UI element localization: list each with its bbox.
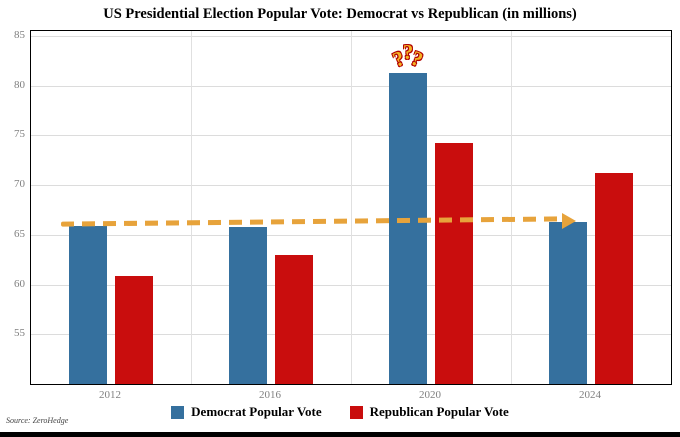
- y-tick-label: 75: [14, 128, 25, 141]
- bar-republican-2020: [435, 143, 473, 384]
- legend-label-republican: Republican Popular Vote: [369, 404, 509, 419]
- legend-label-democrat: Democrat Popular Vote: [191, 404, 322, 419]
- bar-democrat-2024: [549, 221, 587, 384]
- bottom-border-bar: [0, 432, 680, 437]
- y-tick-label: 55: [14, 327, 25, 340]
- trend-arrow-line: [60, 216, 564, 227]
- x-axis-label-2020: 2020: [419, 389, 441, 401]
- x-axis-label-2012: 2012: [99, 389, 121, 401]
- legend-item-republican: Republican Popular Vote: [349, 404, 509, 420]
- bar-republican-2012: [115, 275, 153, 384]
- legend-swatch-democrat: [171, 405, 185, 419]
- y-tick-label: 65: [14, 227, 25, 240]
- bar-democrat-2020: [389, 72, 427, 384]
- legend: Democrat Popular Vote Republican Popular…: [0, 404, 680, 420]
- vertical-gridline: [191, 31, 192, 384]
- source-credit: Source: ZeroHedge: [6, 416, 69, 425]
- y-tick-label: 70: [14, 178, 25, 191]
- x-axis-label-2024: 2024: [579, 389, 601, 401]
- vertical-gridline: [351, 31, 352, 384]
- plot-area: ???: [30, 30, 672, 385]
- legend-swatch-republican: [349, 405, 363, 419]
- y-tick-label: 85: [14, 28, 25, 41]
- bar-democrat-2016: [229, 226, 267, 384]
- y-tick-label: 60: [14, 277, 25, 290]
- bar-republican-2024: [595, 173, 633, 384]
- chart-title: US Presidential Election Popular Vote: D…: [103, 6, 577, 22]
- y-tick-label: 80: [14, 78, 25, 91]
- trend-arrow-head: [562, 212, 576, 229]
- bar-republican-2016: [275, 254, 313, 384]
- legend-item-democrat: Democrat Popular Vote: [171, 404, 322, 420]
- x-axis-label-2016: 2016: [259, 389, 281, 401]
- bar-democrat-2012: [69, 225, 107, 384]
- annotation-question-marks: ???: [380, 39, 436, 72]
- vertical-gridline: [511, 31, 512, 384]
- question-mark-char: ?: [402, 39, 414, 64]
